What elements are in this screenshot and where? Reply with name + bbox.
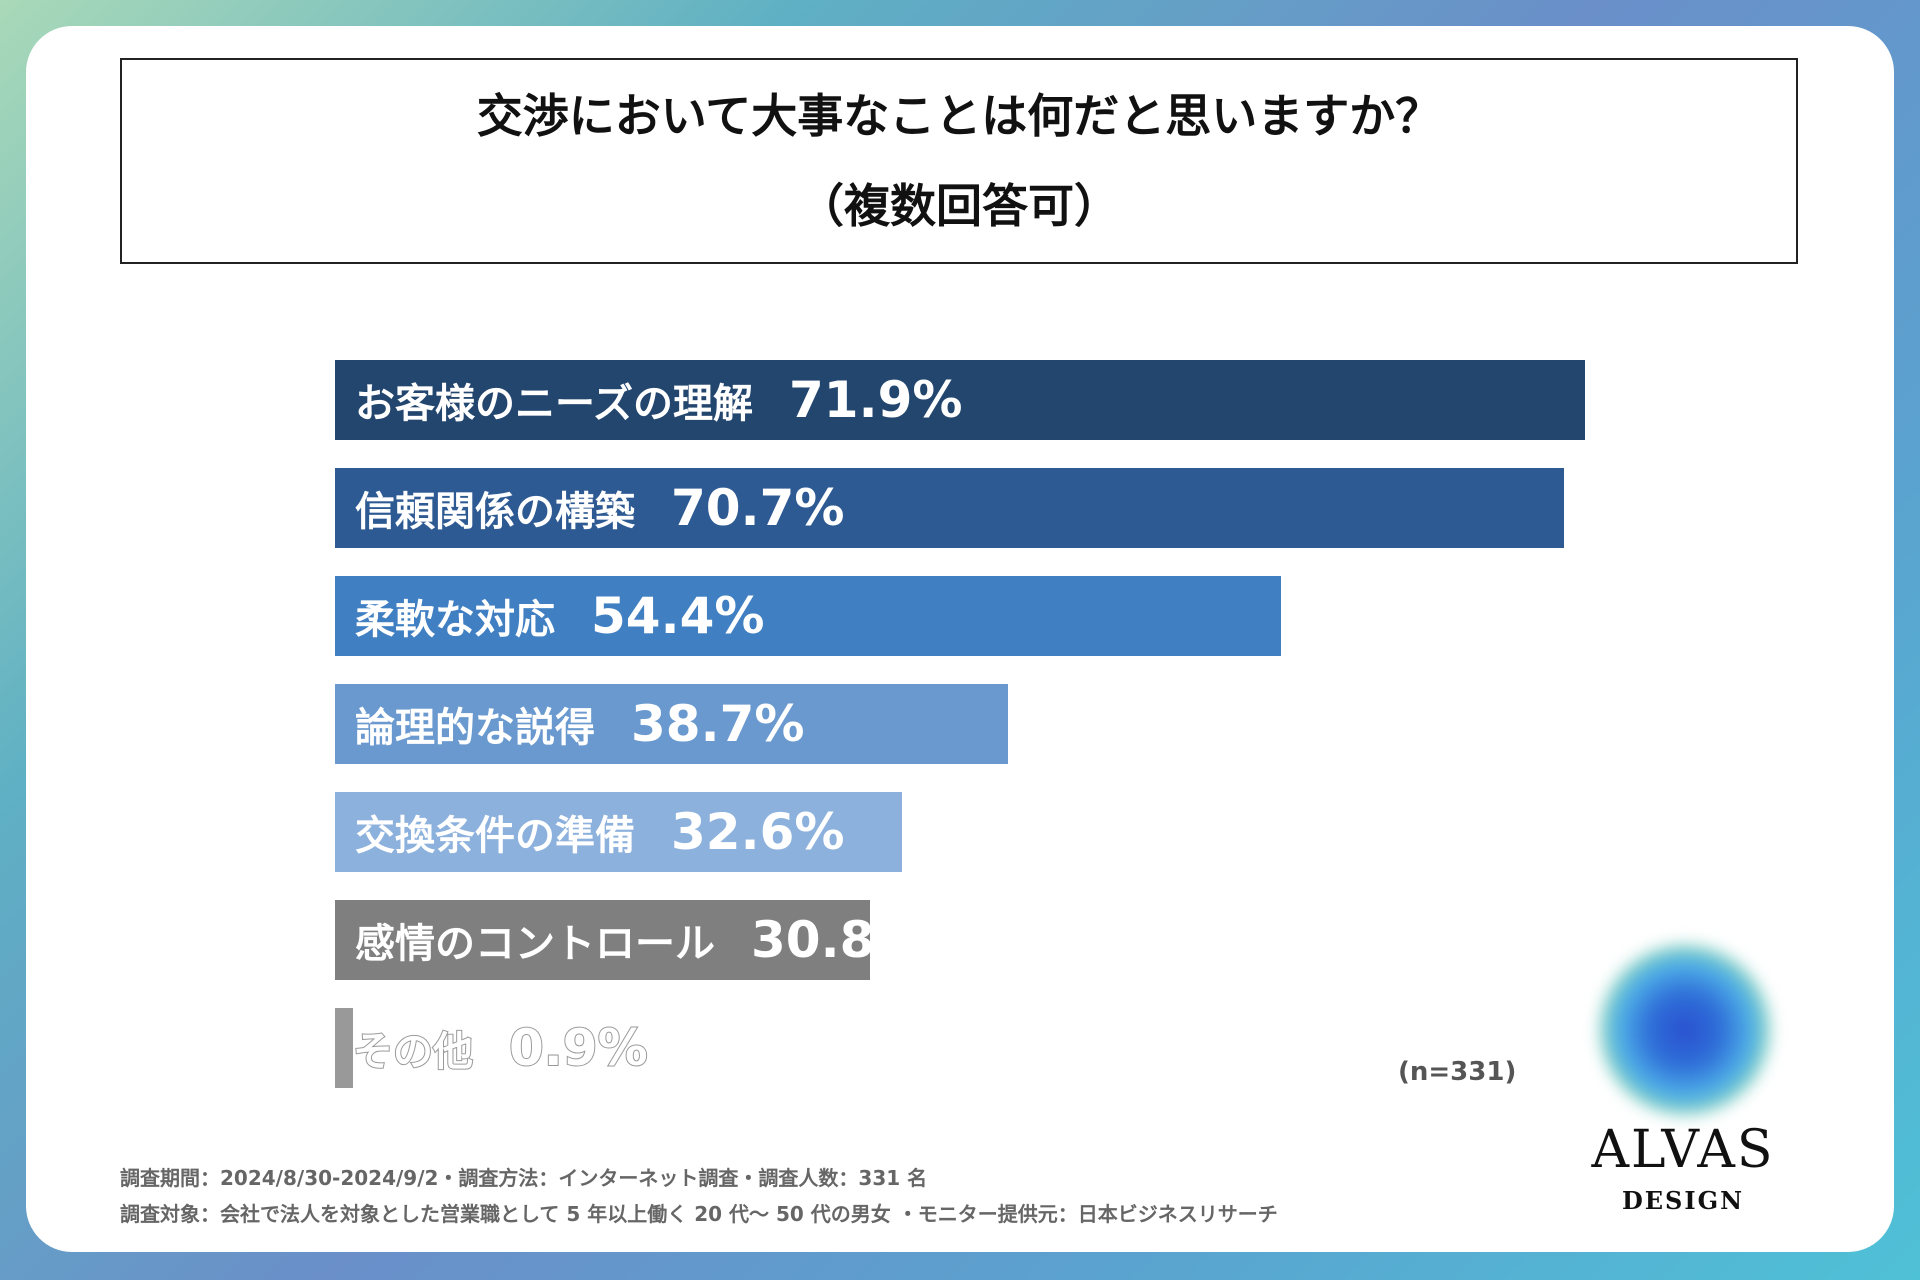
survey-period-note: 調査期間：2024/8/30-2024/9/2・調査方法：インターネット調査・調…: [120, 1166, 928, 1190]
sample-size-note: (n=331): [1398, 1057, 1517, 1087]
bar-value-4: 38.7%: [631, 695, 805, 753]
bar-2: 信頼関係の構築 70.7%: [335, 468, 1564, 548]
alvas-logo-orb-icon: [1600, 945, 1770, 1115]
bar-1: お客様のニーズの理解 71.9%: [335, 360, 1585, 440]
bar-value-5: 32.6%: [671, 803, 845, 861]
survey-target-note: 調査対象：会社で法人を対象とした営業職として 5 年以上働く 20 代～ 50 …: [120, 1202, 1278, 1226]
bar-7: その他 0.9%: [335, 1008, 649, 1088]
title-box: 交渉において大事なことは何だと思いますか？ （複数回答可）: [120, 58, 1798, 264]
bar-label-6: 感情のコントロール: [355, 921, 715, 967]
bar-value-1: 71.9%: [789, 371, 963, 429]
bar-value-6: 30.8%: [751, 911, 925, 969]
bar-label-7: その他: [352, 1028, 474, 1076]
bar-3: 柔軟な対応 54.4%: [335, 576, 1281, 656]
bar-5: 交換条件の準備 32.6%: [335, 792, 902, 872]
chart-subtitle: （複数回答可）: [798, 179, 1120, 233]
bar-label-5: 交換条件の準備: [355, 813, 635, 859]
chart-title: 交渉において大事なことは何だと思いますか？: [476, 89, 1442, 143]
bar-label-3: 柔軟な対応: [355, 597, 555, 643]
bar-label-4: 論理的な説得: [355, 705, 595, 751]
logo-wordmark: ALVAS: [1591, 1120, 1775, 1180]
bar-value-7: 0.9%: [508, 1018, 649, 1078]
bar-label-1: お客様のニーズの理解: [355, 381, 753, 427]
bar-value-2: 70.7%: [671, 479, 845, 537]
bar-value-3: 54.4%: [591, 587, 765, 645]
logo-subtitle: DESIGN: [1621, 1186, 1745, 1215]
bar-6: 感情のコントロール 30.8%: [335, 900, 924, 980]
bar-label-2: 信頼関係の構築: [355, 489, 635, 535]
bar-4: 論理的な説得 38.7%: [335, 684, 1008, 764]
